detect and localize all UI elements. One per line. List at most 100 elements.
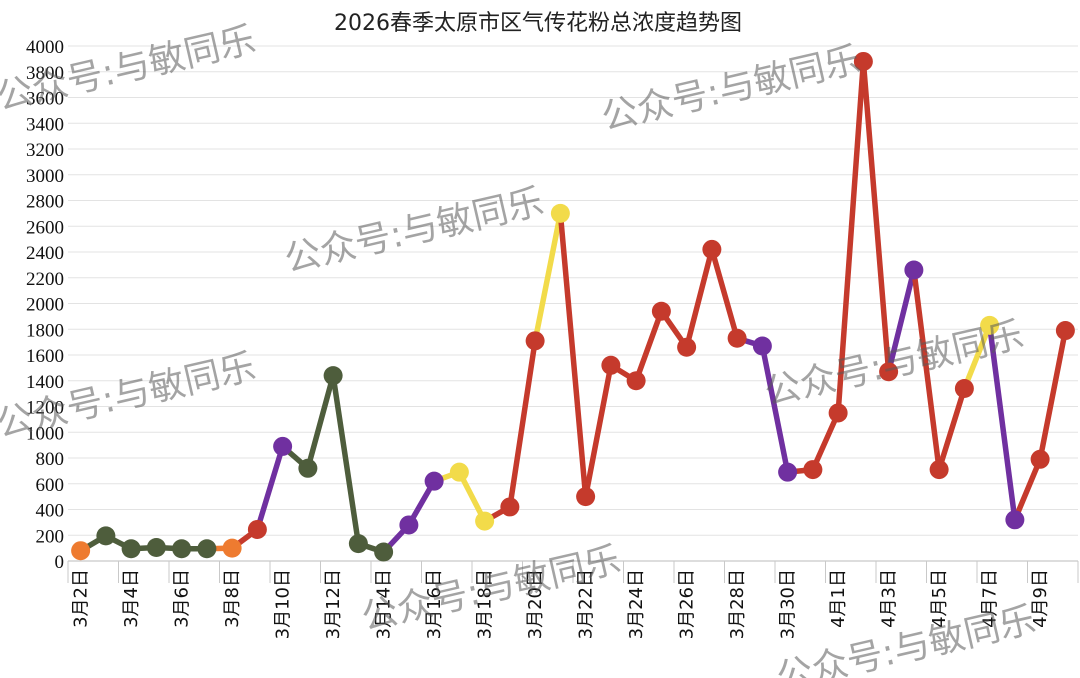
x-tick-label: 3月16日 bbox=[424, 569, 445, 639]
data-point bbox=[399, 515, 419, 535]
y-tick-label: 800 bbox=[36, 449, 65, 470]
data-point bbox=[449, 462, 469, 482]
series-segment bbox=[759, 343, 791, 475]
series-segment bbox=[810, 410, 841, 473]
x-axis: 3月2日 3月4日 3月6日 3月8日 3月10日 3月12日 3月14日 3月16日 3月18… bbox=[67, 561, 1079, 639]
data-point bbox=[828, 403, 848, 423]
x-tick-label: 3月22日 bbox=[576, 569, 597, 639]
series-segment bbox=[936, 385, 968, 473]
x-tick-label: 3月10日 bbox=[273, 569, 294, 639]
series-segment bbox=[254, 443, 286, 533]
data-point bbox=[752, 336, 772, 356]
x-tick-label: 3月8日 bbox=[222, 569, 243, 628]
series-lines bbox=[77, 58, 1069, 555]
data-point bbox=[172, 539, 192, 559]
data-point bbox=[651, 301, 671, 321]
series-segment bbox=[961, 322, 993, 392]
x-tick-label: 3月14日 bbox=[374, 569, 395, 639]
series-segment bbox=[1037, 327, 1069, 463]
x-tick-label: 4月7日 bbox=[980, 569, 1001, 628]
x-tick-label: 3月6日 bbox=[172, 569, 193, 628]
series-segment bbox=[709, 246, 740, 342]
data-point bbox=[980, 315, 1000, 335]
y-tick-label: 1600 bbox=[26, 346, 64, 367]
y-tick-label: 3200 bbox=[26, 140, 64, 161]
data-point bbox=[146, 537, 166, 557]
data-point bbox=[424, 471, 444, 491]
data-point bbox=[323, 366, 343, 386]
data-point bbox=[626, 371, 646, 391]
x-tick-label: 3月2日 bbox=[71, 569, 92, 628]
y-tick-label: 2600 bbox=[26, 217, 64, 238]
data-point bbox=[803, 460, 823, 480]
x-tick-label: 3月30日 bbox=[778, 569, 799, 639]
data-point bbox=[601, 355, 621, 375]
data-point bbox=[525, 331, 545, 351]
x-tick-label: 3月26日 bbox=[677, 569, 698, 639]
x-tick-label: 4月3日 bbox=[879, 569, 900, 628]
data-point bbox=[197, 539, 217, 559]
watermark-text: 公众号:与敏同乐 bbox=[281, 181, 548, 280]
data-point bbox=[500, 497, 520, 517]
data-point bbox=[853, 51, 873, 71]
x-tick-label: 3月4日 bbox=[121, 569, 142, 628]
data-point bbox=[374, 542, 394, 562]
data-point bbox=[222, 538, 242, 558]
data-point bbox=[121, 539, 141, 559]
data-point bbox=[1055, 321, 1075, 341]
data-point bbox=[298, 458, 318, 478]
y-tick-label: 1800 bbox=[26, 320, 64, 341]
data-point bbox=[1005, 510, 1025, 530]
data-point bbox=[954, 378, 974, 398]
data-point bbox=[475, 511, 495, 531]
watermark-text: 公众号:与敏同乐 bbox=[773, 599, 1040, 678]
series-segment bbox=[986, 322, 1018, 523]
y-tick-label: 2000 bbox=[26, 295, 64, 316]
data-point bbox=[550, 203, 570, 223]
watermark-text: 公众号:与敏同乐 bbox=[598, 39, 865, 138]
series-segment bbox=[305, 372, 336, 472]
y-tick-label: 400 bbox=[36, 501, 65, 522]
data-point bbox=[778, 462, 798, 482]
x-tick-label: 4月5日 bbox=[929, 569, 950, 628]
x-tick-label: 4月9日 bbox=[1030, 569, 1051, 628]
series-segment bbox=[1012, 456, 1043, 523]
series-segment bbox=[911, 267, 942, 473]
watermark-text: 公众号:与敏同乐 bbox=[0, 19, 259, 118]
y-tick-label: 3600 bbox=[26, 89, 64, 110]
x-tick-label: 3月18日 bbox=[475, 569, 496, 639]
series-segment bbox=[860, 58, 892, 375]
data-point bbox=[348, 534, 368, 554]
y-tick-label: 3000 bbox=[26, 166, 64, 187]
y-tick-label: 0 bbox=[55, 552, 65, 573]
data-point bbox=[1030, 449, 1050, 469]
x-tick-label: 3月24日 bbox=[626, 569, 647, 639]
data-point bbox=[576, 487, 596, 507]
y-tick-label: 3400 bbox=[26, 114, 64, 135]
y-tick-label: 4000 bbox=[26, 37, 64, 58]
series-segment bbox=[557, 210, 589, 500]
series-segment bbox=[885, 267, 917, 375]
y-tick-label: 1000 bbox=[26, 423, 64, 444]
data-point bbox=[727, 328, 747, 348]
series-segment bbox=[507, 338, 538, 510]
x-tick-label: 3月28日 bbox=[727, 569, 748, 639]
series-segment bbox=[633, 308, 665, 384]
data-point bbox=[904, 260, 924, 280]
series-segment bbox=[532, 210, 564, 344]
y-tick-label: 2200 bbox=[26, 269, 64, 290]
data-point bbox=[247, 519, 267, 539]
y-tick-label: 200 bbox=[36, 526, 65, 547]
y-tick-label: 2800 bbox=[26, 192, 64, 213]
x-tick-label: 4月1日 bbox=[828, 569, 849, 628]
x-tick-label: 3月12日 bbox=[323, 569, 344, 639]
x-tick-label: 3月20日 bbox=[525, 569, 546, 639]
series-markers bbox=[71, 51, 1075, 562]
data-point bbox=[96, 526, 116, 546]
y-tick-label: 2400 bbox=[26, 243, 64, 264]
series-segment bbox=[683, 246, 715, 351]
data-point bbox=[273, 436, 293, 456]
y-tick-label: 1200 bbox=[26, 398, 64, 419]
series-segment bbox=[835, 58, 867, 416]
